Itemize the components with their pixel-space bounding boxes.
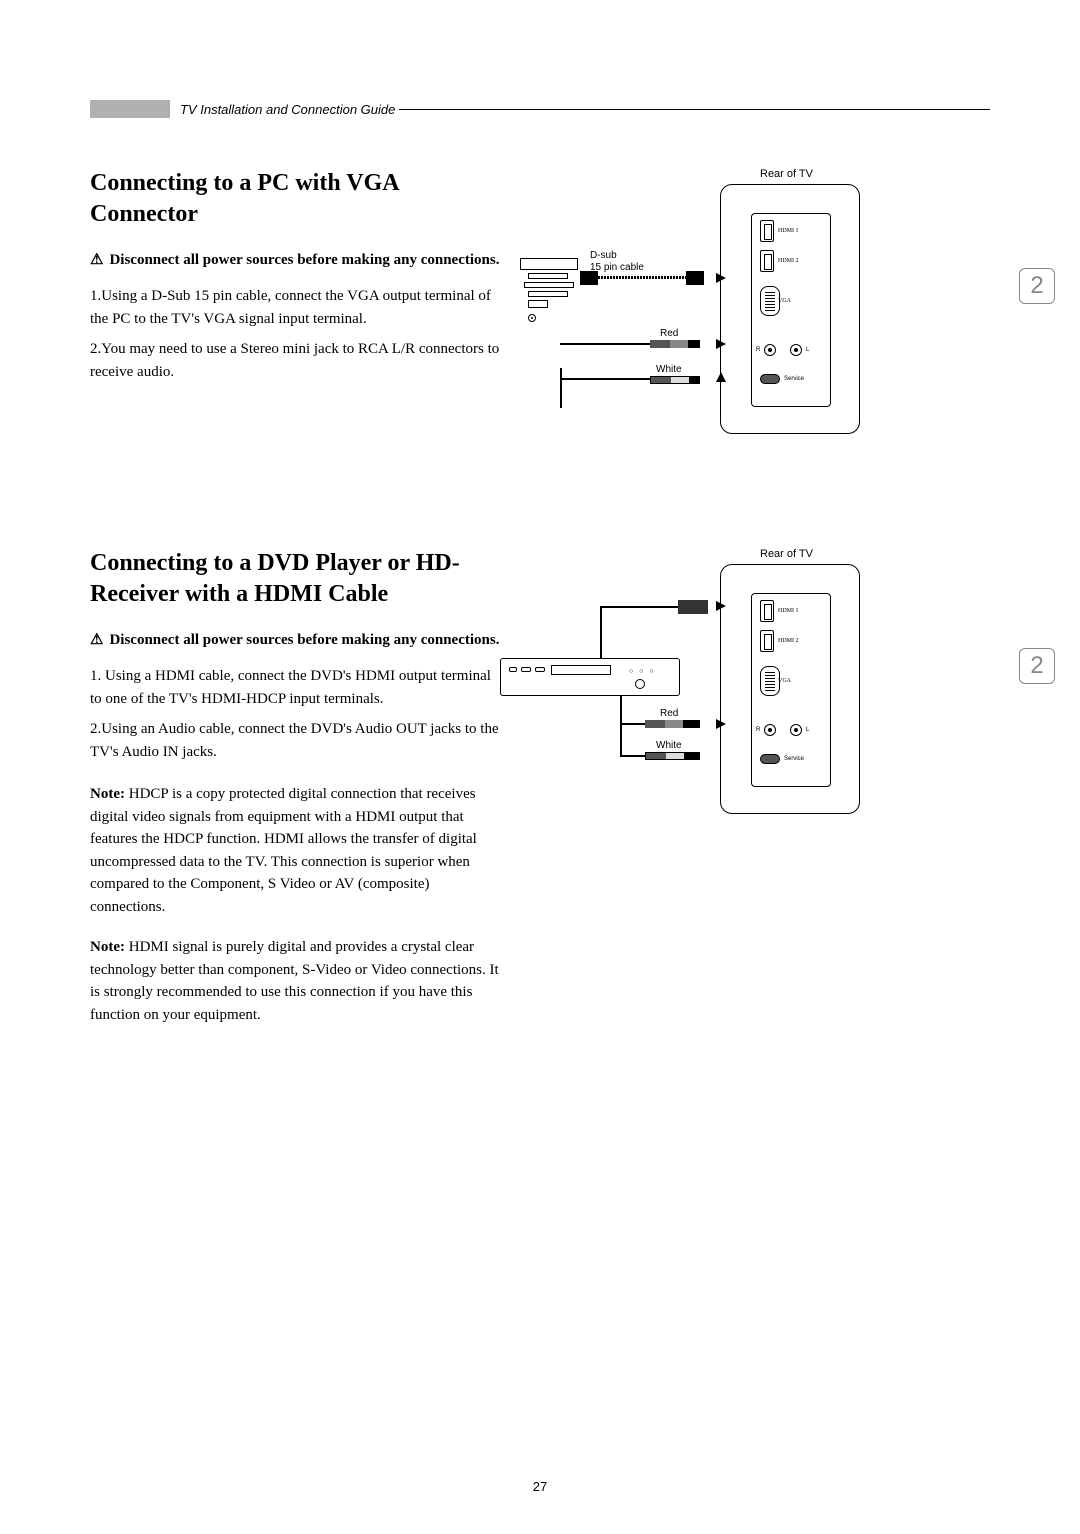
- arrow-up-icon: [716, 372, 726, 382]
- vga-cable-icon: [598, 276, 688, 279]
- service-port-icon: [760, 374, 780, 384]
- page-marker: 2: [1019, 648, 1055, 684]
- hdmi-diagram: Rear of TV HDMI 1 HDMI 2 VGA R L Service: [520, 548, 990, 828]
- dsub-label-1: D-sub: [590, 250, 617, 261]
- tv-panel: HDMI 1 HDMI 2 VGA R L Service: [720, 184, 860, 434]
- vga-plug-right-icon: [686, 271, 704, 285]
- vga-warning-text: Disconnect all power sources before maki…: [109, 250, 499, 271]
- vga-text-column: Connecting to a PC with VGA Connector ⚠ …: [90, 168, 520, 448]
- hdmi-warning: ⚠ Disconnect all power sources before ma…: [90, 630, 500, 651]
- pc-icon: [520, 258, 580, 368]
- rca-white-plug-icon: [650, 376, 700, 384]
- hdmi-text-column: Connecting to a DVD Player or HD-Receive…: [90, 548, 520, 1044]
- rear-of-tv-label: Rear of TV: [760, 168, 813, 180]
- warning-icon: ⚠: [90, 630, 103, 651]
- section-hdmi: Connecting to a DVD Player or HD-Receive…: [90, 548, 990, 1044]
- hdmi-cable-v: [600, 606, 602, 658]
- arrow-icon: [716, 273, 726, 283]
- hdmi1-label: HDMI 1: [778, 608, 799, 614]
- rca-white-plug-icon: [645, 752, 700, 760]
- tv-port-cluster: HDMI 1 HDMI 2 VGA R L Service: [751, 213, 831, 407]
- tv-panel: HDMI 1 HDMI 2 VGA R L Service: [720, 564, 860, 814]
- rca-r-jack-icon: [764, 344, 776, 356]
- vga-diagram-column: Rear of TV HDMI 1 HDMI 2 VGA R L Service: [520, 168, 990, 448]
- service-port-icon: [760, 754, 780, 764]
- vga-port-icon: [760, 666, 780, 696]
- rca-r-jack-icon: [764, 724, 776, 736]
- rca-red-plug-icon: [650, 340, 700, 348]
- service-label: Service: [784, 756, 804, 762]
- arrow-icon: [716, 719, 726, 729]
- audio-line-red: [560, 343, 660, 345]
- hdmi-note-2: Note: HDMI signal is purely digital and …: [90, 936, 500, 1026]
- vga-step-2: 2.You may need to use a Stereo mini jack…: [90, 338, 500, 383]
- arrow-icon: [716, 601, 726, 611]
- hdmi1-port-icon: [760, 600, 774, 622]
- rca-red-plug-icon: [645, 720, 700, 728]
- rear-of-tv-label: Rear of TV: [760, 548, 813, 560]
- audio-vline: [620, 696, 622, 756]
- vga-step-1: 1.Using a D-Sub 15 pin cable, connect th…: [90, 285, 500, 330]
- hdmi1-label: HDMI 1: [778, 228, 799, 234]
- dvd-player-icon: ○ ○ ○: [500, 658, 680, 696]
- hdmi-diagram-column: Rear of TV HDMI 1 HDMI 2 VGA R L Service: [520, 548, 990, 1044]
- hdmi-step-1: 1. Using a HDMI cable, connect the DVD's…: [90, 665, 500, 710]
- vga-warning: ⚠ Disconnect all power sources before ma…: [90, 250, 500, 271]
- vga-diagram: Rear of TV HDMI 1 HDMI 2 VGA R L Service: [520, 168, 990, 448]
- red-cable-label: Red: [660, 328, 678, 339]
- hdmi2-label: HDMI 2: [778, 258, 799, 264]
- red-cable-label: Red: [660, 708, 678, 719]
- page-number: 27: [0, 1479, 1080, 1494]
- rca-l-jack-icon: [790, 724, 802, 736]
- section-vga: Connecting to a PC with VGA Connector ⚠ …: [90, 168, 990, 448]
- hdmi2-port-icon: [760, 630, 774, 652]
- page-marker: 2: [1019, 268, 1055, 304]
- arrow-icon: [716, 339, 726, 349]
- hdmi2-label: HDMI 2: [778, 638, 799, 644]
- l-label: L: [806, 347, 809, 353]
- vga-plug-left-icon: [580, 271, 598, 285]
- vga-heading: Connecting to a PC with VGA Connector: [90, 168, 500, 230]
- hdmi-cable-h: [600, 606, 680, 608]
- header-bar: TV Installation and Connection Guide: [90, 100, 990, 118]
- audio-hline-r: [620, 723, 645, 725]
- hdmi-plug-icon: [678, 600, 708, 614]
- vga-port-icon: [760, 286, 780, 316]
- r-label: R: [756, 727, 760, 733]
- header-gray-box: [90, 100, 170, 118]
- rca-l-jack-icon: [790, 344, 802, 356]
- header-rule: [399, 109, 990, 110]
- hdmi-step-2: 2.Using an Audio cable, connect the DVD'…: [90, 718, 500, 763]
- hdmi1-port-icon: [760, 220, 774, 242]
- dsub-label-2: 15 pin cable: [590, 262, 644, 273]
- hdmi-warning-text: Disconnect all power sources before maki…: [109, 630, 499, 651]
- vga-label: VGA: [778, 298, 791, 304]
- hdmi-heading: Connecting to a DVD Player or HD-Receive…: [90, 548, 500, 610]
- tv-port-cluster: HDMI 1 HDMI 2 VGA R L Service: [751, 593, 831, 787]
- audio-hline-w: [620, 755, 645, 757]
- hdmi2-port-icon: [760, 250, 774, 272]
- white-cable-label: White: [656, 364, 682, 375]
- vga-label: VGA: [778, 678, 791, 684]
- audio-split-line: [560, 368, 562, 408]
- warning-icon: ⚠: [90, 250, 103, 271]
- audio-line-white: [560, 378, 660, 380]
- service-label: Service: [784, 376, 804, 382]
- white-cable-label: White: [656, 740, 682, 751]
- l-label: L: [806, 727, 809, 733]
- hdmi-note-1: Note: HDCP is a copy protected digital c…: [90, 783, 500, 918]
- guide-title: TV Installation and Connection Guide: [180, 102, 395, 117]
- r-label: R: [756, 347, 760, 353]
